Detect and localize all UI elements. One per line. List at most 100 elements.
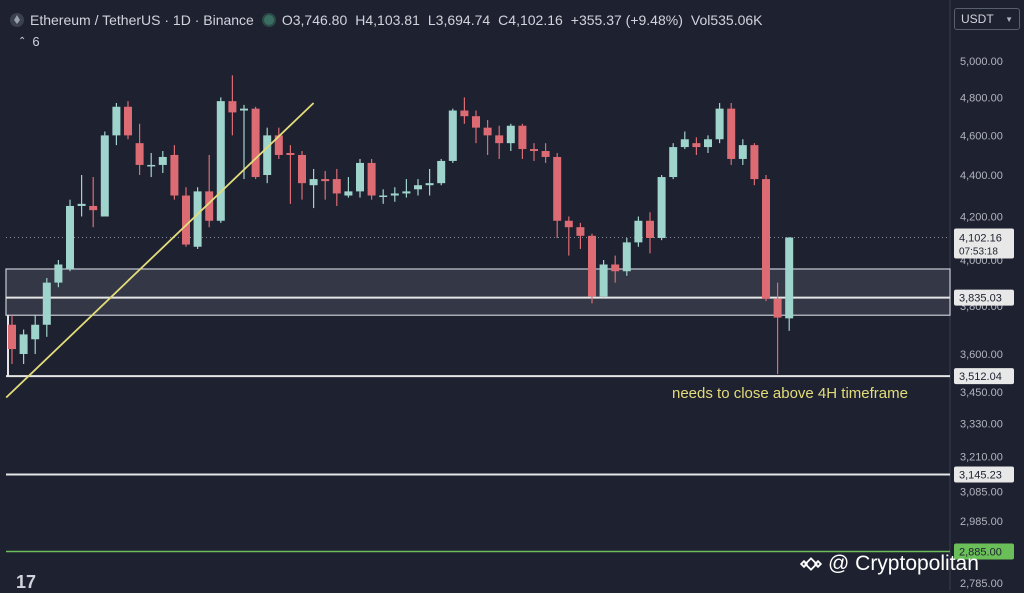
candle [553,152,562,239]
candle-body [77,203,86,206]
candle [321,170,330,200]
ethereum-icon [10,13,24,27]
y-tick-label: 3,210.00 [960,451,1003,463]
candle-body [773,298,782,318]
countdown-text: 07:53:18 [959,247,998,258]
candle [414,179,422,196]
candle [773,282,782,375]
candle [680,131,689,150]
candle-body [472,116,480,128]
candle [425,168,434,196]
candle [785,237,794,331]
candle-body [182,195,190,245]
candle-body [240,108,248,111]
chart-annotation: needs to close above 4H timeframe [672,385,908,402]
candle [332,168,341,206]
market-status-icon [263,15,274,25]
candle-body [31,324,40,340]
candle-body [553,156,562,221]
y-tick-label: 3,600.00 [960,349,1003,361]
tradingview-logo[interactable]: 17 [16,572,36,593]
candle-body [437,160,446,184]
currency-select[interactable]: USDT ▼ [954,8,1020,30]
watermark: @ Cryptopolitan [799,552,979,576]
close-label: C [498,12,509,28]
candle [182,187,190,247]
candle [286,145,295,204]
candle [530,143,538,161]
candle [170,145,179,200]
candle [472,110,480,144]
candle [506,123,515,152]
y-tick-label: 5,000.00 [960,56,1003,68]
symbol-title[interactable]: Ethereum / TetherUS · 1D · Binance [30,12,254,28]
candle [274,127,283,159]
candle [460,97,469,124]
candle [483,119,492,155]
candle-body [518,125,527,150]
level-price-tag: 3,145.23 [954,466,1014,483]
candle [750,143,759,186]
candle [263,127,272,184]
candle-body [622,242,631,272]
candle [599,260,608,299]
candle-body [205,191,214,221]
candle [356,158,364,198]
y-tick-label: 4,600.00 [960,130,1003,142]
candle-body [738,145,747,159]
candle-body [367,162,376,196]
candle-body [611,264,620,272]
candle [89,177,98,228]
candle [692,137,701,155]
high-value: 4,103.81 [365,12,420,28]
candle [8,315,16,364]
candle [367,158,376,200]
candle [738,139,747,165]
chevron-down-icon: ▼ [1005,14,1013,24]
candle-body [112,106,121,136]
candle [448,108,457,163]
indicators-toggle[interactable]: ⌃ 6 [18,34,40,49]
open-label: O [281,12,293,28]
candle [437,158,446,186]
currency-label: USDT [961,12,994,26]
candle [390,187,399,202]
candle-body [541,151,550,157]
candle [112,103,121,146]
watermark-text: @ Cryptopolitan [828,552,979,575]
volume-label: Vol [690,12,711,28]
candle-body [100,135,109,217]
candle [147,152,156,178]
candle-body [309,179,318,186]
candle [646,212,654,254]
candle [576,222,585,249]
candle-body [692,143,701,148]
green-level-tag-text: 2,885.00 [959,546,1002,558]
candle-body [588,235,596,297]
candle-body [216,101,225,221]
candle-body [228,101,237,113]
candle-body [147,164,156,167]
candle-body [715,108,724,140]
candle [715,103,724,144]
candle-body [158,156,167,165]
low-value: 3,694.74 [435,12,491,28]
candle [66,199,74,272]
binance-icon [799,553,823,575]
y-tick-label: 4,800.00 [960,92,1003,104]
candle-body [274,135,283,155]
candle-body [89,205,98,211]
last-price-tag: 4,102.16 07:53:18 [954,228,1014,259]
candle [31,315,40,354]
candle-body [321,179,330,182]
y-tick-label: 4,400.00 [960,170,1003,182]
high-label: H [355,12,366,28]
candle-body [344,191,353,196]
volume-value: 535.06K [710,12,763,28]
candle-body [727,108,736,159]
candle [344,177,353,198]
candle [634,216,643,247]
candle-body [634,220,643,243]
